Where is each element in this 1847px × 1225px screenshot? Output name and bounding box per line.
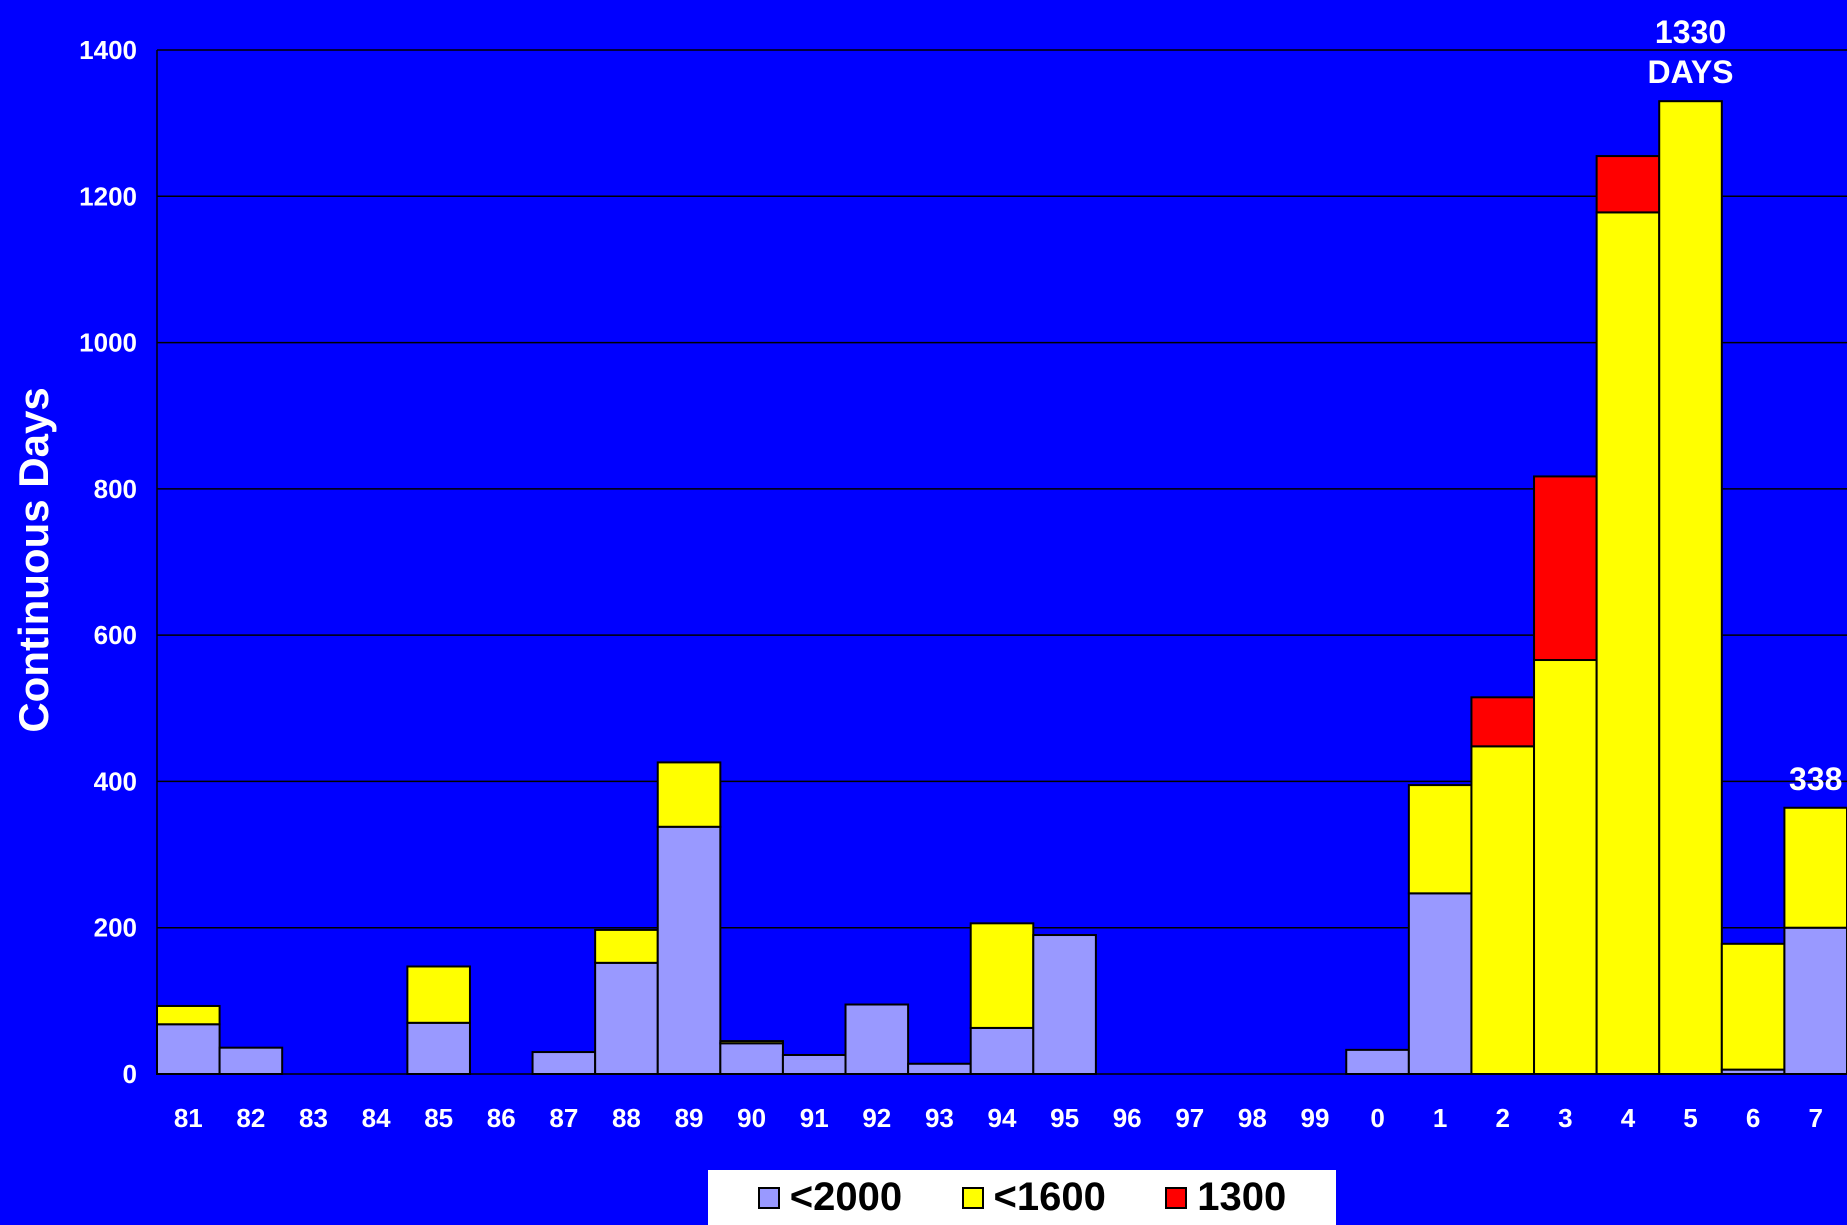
x-tick-94: 94	[988, 1103, 1017, 1133]
legend-label-lt1600: <1600	[993, 1175, 1106, 1219]
bar-87-series-0	[531, 1051, 597, 1075]
bar-0-series-0	[1345, 1048, 1410, 1076]
x-tick-99: 99	[1301, 1103, 1330, 1133]
annotation-5-line-0: 1330	[1655, 14, 1726, 50]
x-tick-97: 97	[1175, 1103, 1204, 1133]
stacked-bar-chart: 0 200 400 600 800 1000 1200 1400 81 82 83 84 85 86 87…	[10, 14, 1847, 1133]
y-tick-400: 400	[94, 766, 137, 796]
legend-item-lt2000: <2000	[757, 1175, 903, 1220]
x-tick-98: 98	[1238, 1103, 1267, 1133]
x-tick-3: 3	[1558, 1103, 1572, 1133]
bar-1-series-1	[1407, 784, 1473, 895]
bar-1-series-0	[1407, 892, 1473, 1076]
x-tick-86: 86	[487, 1103, 516, 1133]
bar-89-series-0	[656, 825, 722, 1076]
x-tick-4: 4	[1621, 1103, 1636, 1133]
legend-swatch-1300	[1165, 1186, 1188, 1209]
bar-89-series-1	[656, 761, 722, 828]
legend-swatch-lt2000	[757, 1186, 780, 1209]
x-tick-96: 96	[1113, 1103, 1142, 1133]
bar-91-series-0	[781, 1053, 847, 1076]
y-tick-labels: 0 200 400 600 800 1000 1200 1400	[79, 35, 137, 1089]
y-tick-800: 800	[94, 474, 137, 504]
bar-85-series-0	[406, 1021, 471, 1075]
bar-3-series-2	[1533, 475, 1598, 662]
x-tick-93: 93	[925, 1103, 954, 1133]
x-tick-1: 1	[1433, 1103, 1447, 1133]
x-tick-85: 85	[424, 1103, 453, 1133]
bar-2-series-2	[1470, 696, 1536, 748]
grid-lines	[156, 49, 1847, 1075]
x-tick-7: 7	[1808, 1103, 1822, 1133]
bar-94-series-1	[969, 922, 1035, 1029]
y-axis-label: Continuous Days	[10, 387, 57, 732]
bar-81-series-0	[156, 1023, 221, 1075]
bar-3-series-1	[1533, 659, 1598, 1075]
y-tick-1400: 1400	[79, 35, 137, 65]
bar-6-series-1	[1720, 942, 1786, 1071]
bar-7-series-0	[1783, 926, 1847, 1076]
x-tick-6: 6	[1746, 1103, 1760, 1133]
x-tick-84: 84	[362, 1103, 391, 1133]
annotations: 1330 DAYS 338	[1648, 14, 1843, 797]
bars	[156, 100, 1847, 1076]
legend-label-lt2000: <2000	[789, 1175, 903, 1219]
y-tick-1200: 1200	[79, 181, 137, 211]
y-tick-0: 0	[123, 1059, 137, 1089]
bar-5-series-1	[1658, 100, 1723, 1075]
bar-7-series-1	[1783, 806, 1847, 929]
bar-90-series-0	[719, 1042, 784, 1076]
x-tick-87: 87	[549, 1103, 578, 1133]
x-tick-81: 81	[174, 1103, 203, 1133]
legend-label-1300: 1300	[1197, 1175, 1287, 1219]
bar-4-series-2	[1595, 155, 1661, 214]
y-tick-1000: 1000	[79, 328, 137, 358]
bar-92-series-0	[844, 1003, 910, 1075]
legend: <2000 <1600 1300	[708, 1170, 1336, 1225]
legend-item-lt1600: <1600	[961, 1175, 1106, 1220]
x-tick-0: 0	[1370, 1103, 1384, 1133]
x-tick-2: 2	[1496, 1103, 1510, 1133]
x-tick-89: 89	[675, 1103, 704, 1133]
x-tick-95: 95	[1050, 1103, 1079, 1133]
legend-item-1300: 1300	[1165, 1175, 1286, 1220]
bar-93-series-0	[907, 1062, 972, 1076]
annotation-5-line-1: DAYS	[1648, 54, 1734, 90]
x-tick-5: 5	[1683, 1103, 1697, 1133]
bar-95-series-0	[1032, 934, 1097, 1075]
x-tick-83: 83	[299, 1103, 328, 1133]
x-tick-82: 82	[236, 1103, 265, 1133]
x-tick-92: 92	[862, 1103, 891, 1133]
bar-82-series-0	[218, 1046, 284, 1076]
y-tick-600: 600	[94, 620, 137, 650]
bar-4-series-1	[1595, 211, 1661, 1075]
bar-85-series-1	[406, 965, 471, 1024]
bar-94-series-0	[969, 1026, 1035, 1076]
legend-swatch-lt1600	[961, 1186, 984, 1209]
y-tick-200: 200	[94, 913, 137, 943]
x-tick-88: 88	[612, 1103, 641, 1133]
x-tick-labels: 81 82 83 84 85 86 87 88 89 90 91 92 93 94 95 96 97 98 99 0 1…	[174, 1103, 1823, 1133]
bar-2-series-1	[1470, 745, 1536, 1075]
bar-81-series-1	[156, 1004, 221, 1026]
bar-88-series-0	[594, 961, 659, 1076]
annotation-7-line-0: 338	[1789, 761, 1842, 797]
bar-90-series-1	[719, 1040, 784, 1045]
bar-88-series-1	[594, 928, 659, 964]
x-tick-90: 90	[737, 1103, 766, 1133]
x-tick-91: 91	[800, 1103, 829, 1133]
